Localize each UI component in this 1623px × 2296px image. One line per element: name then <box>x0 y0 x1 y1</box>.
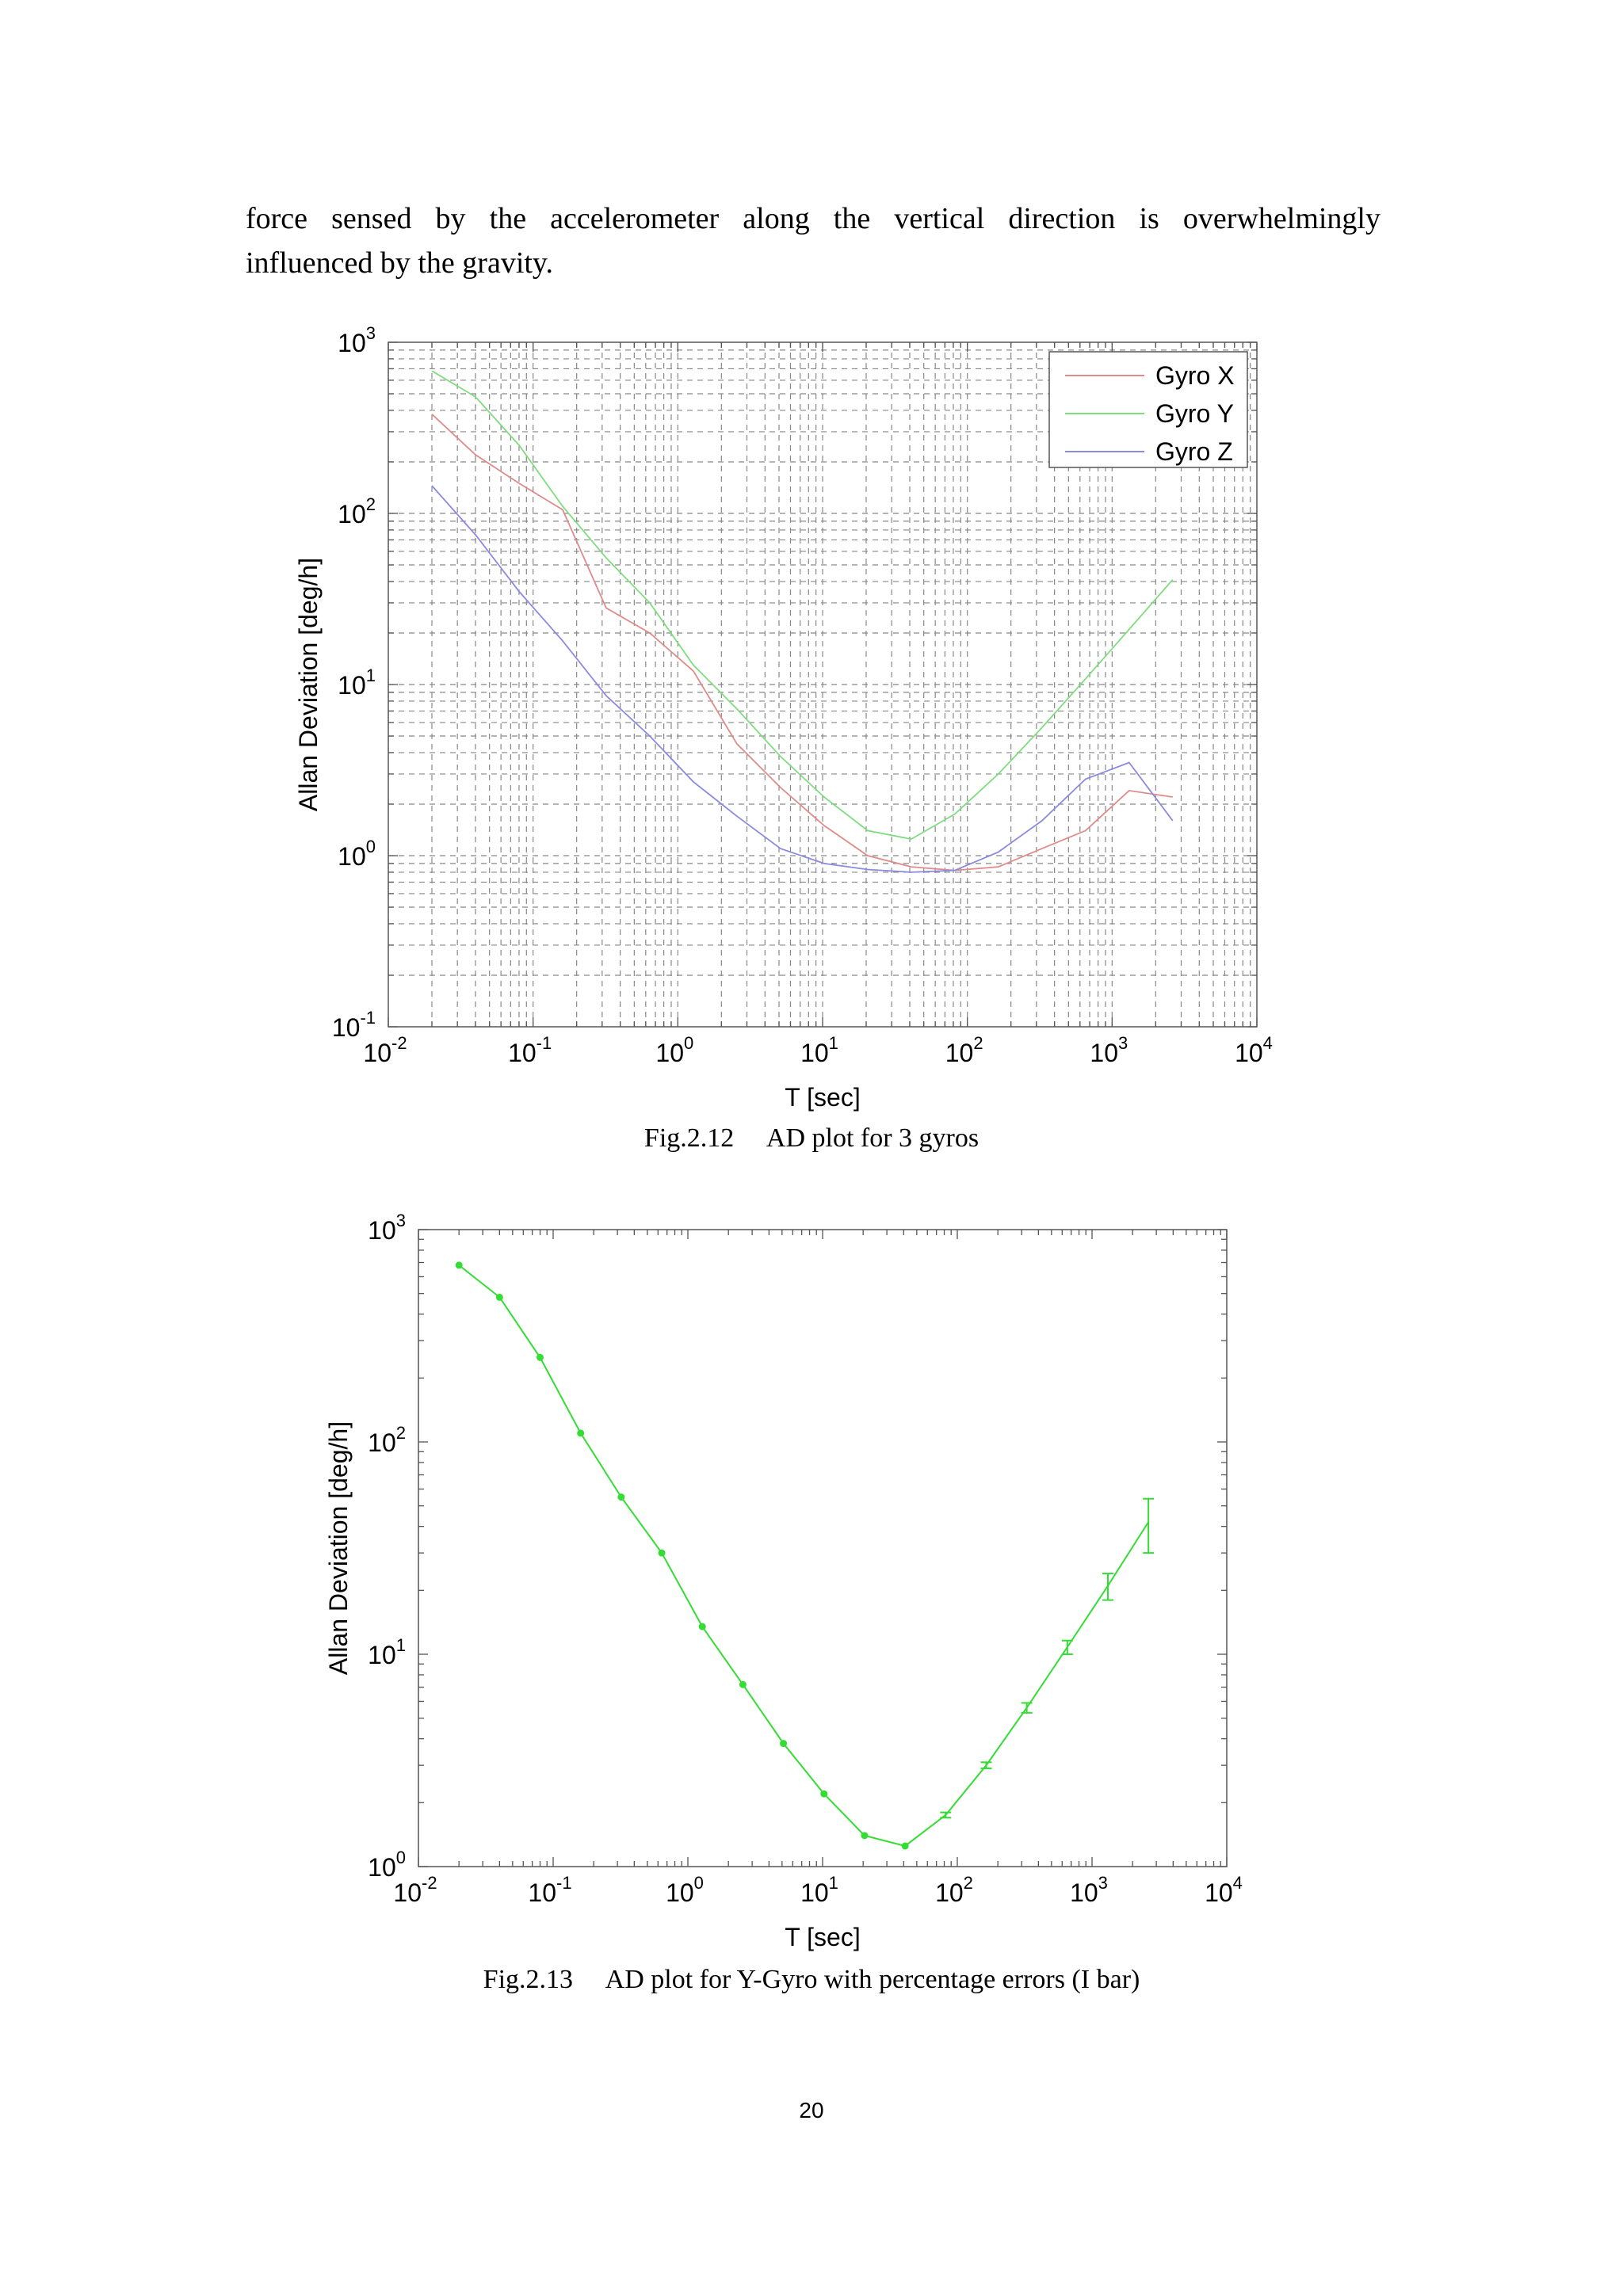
series-line <box>431 414 1173 871</box>
x-tick-exponent: 3 <box>1118 1033 1128 1053</box>
series-gyro-x <box>431 414 1173 871</box>
x-tick-label: 10-1 <box>508 1033 552 1067</box>
x-tick-label: 101 <box>800 1873 838 1907</box>
allan-deviation-chart-3-gyros: 10-2 10-1 100 101 102 103 10410-1100101102103T… <box>294 323 1273 1112</box>
x-tick-label: 100 <box>666 1873 704 1907</box>
y-tick-exponent: 2 <box>366 494 376 514</box>
y-axis-label: Allan Deviation [deg/h] <box>294 558 323 811</box>
axis-ticks <box>388 341 1258 1028</box>
x-axis-label: T [sec] <box>785 1923 860 1951</box>
y-tick-exponent: 1 <box>366 666 376 685</box>
legend-box <box>1048 351 1248 468</box>
x-tick-label: 103 <box>1090 1033 1128 1067</box>
legend: Gyro X Gyro Y Gyro Z <box>1048 351 1248 468</box>
grid-lines <box>388 342 1257 1027</box>
x-tick-exponent: -1 <box>537 1033 552 1053</box>
data-point <box>495 1293 503 1301</box>
x-axis-label: T [sec] <box>785 1083 860 1112</box>
series-line <box>431 370 1174 841</box>
y-tick-exponent: -1 <box>360 1008 376 1028</box>
x-tick-label: 10-1 <box>528 1873 571 1907</box>
data-point <box>739 1680 747 1688</box>
y-tick-exponent: 2 <box>396 1423 406 1443</box>
data-point <box>901 1842 909 1850</box>
body-paragraph: force sensed by the accelerometer along … <box>246 196 1381 285</box>
y-tick-label: 101 <box>338 666 376 700</box>
y-tick-label: 10-1 <box>332 1008 376 1042</box>
x-tick-exponent: 2 <box>964 1873 973 1893</box>
series-line <box>458 1264 1150 1848</box>
y-tick-exponent: 3 <box>366 323 376 343</box>
x-tick-label: 10-2 <box>363 1033 407 1067</box>
data-point <box>577 1429 585 1437</box>
data-point <box>658 1549 666 1557</box>
figure-caption: Fig.2.13 AD plot for Y-Gyro with percent… <box>483 1965 1140 1994</box>
x-tick-label: 104 <box>1205 1873 1243 1907</box>
error-bar <box>1143 1497 1155 1554</box>
y-tick-label: 103 <box>368 1211 406 1245</box>
error-bar <box>940 1811 952 1819</box>
y-axis-label: Allan Deviation [deg/h] <box>324 1421 353 1675</box>
x-tick-exponent: -2 <box>422 1873 437 1893</box>
y-tick-exponent: 3 <box>396 1211 406 1230</box>
error-bar <box>1021 1702 1033 1714</box>
legend-label: Gyro Z <box>1155 437 1233 466</box>
data-point <box>820 1790 828 1798</box>
y-tick-label: 103 <box>338 323 376 357</box>
axis-ticks <box>418 1229 1228 1867</box>
x-tick-exponent: 1 <box>829 1873 838 1893</box>
series-gyro-z <box>431 485 1174 873</box>
x-tick-exponent: 4 <box>1233 1873 1243 1893</box>
x-tick-exponent: -2 <box>391 1033 407 1053</box>
x-tick-exponent: 0 <box>694 1873 704 1893</box>
x-tick-exponent: 1 <box>829 1033 838 1053</box>
x-tick-label: 101 <box>800 1033 838 1067</box>
figure-caption: Fig.2.12 AD plot for 3 gyros <box>643 1123 980 1153</box>
error-bar <box>1102 1573 1113 1601</box>
error-bar <box>1061 1639 1073 1655</box>
y-tick-label: 100 <box>338 837 376 871</box>
data-point <box>698 1623 706 1630</box>
data-point <box>861 1832 869 1840</box>
x-tick-exponent: 4 <box>1263 1033 1273 1053</box>
series-line <box>431 485 1174 873</box>
y-tick-exponent: 1 <box>396 1635 406 1655</box>
x-tick-exponent: 2 <box>973 1033 983 1053</box>
x-tick-label: 103 <box>1070 1873 1108 1907</box>
data-point <box>455 1261 463 1269</box>
y-tick-label: 101 <box>368 1635 406 1669</box>
y-tick-label: 100 <box>368 1848 406 1882</box>
legend-label: Gyro X <box>1155 361 1235 390</box>
series-y-gyro <box>455 1261 1155 1850</box>
legend-label: Gyro Y <box>1155 399 1234 428</box>
x-tick-label: 10-2 <box>393 1873 437 1907</box>
y-tick-exponent: 0 <box>366 837 376 856</box>
x-tick-label: 104 <box>1235 1033 1273 1067</box>
y-tick-exponent: 0 <box>396 1848 406 1867</box>
series-gyro-y <box>431 370 1174 841</box>
data-point <box>617 1493 625 1501</box>
x-tick-exponent: 0 <box>684 1033 693 1053</box>
x-tick-exponent: -1 <box>556 1873 572 1893</box>
data-point <box>537 1353 544 1361</box>
y-tick-label: 102 <box>368 1423 406 1457</box>
x-tick-exponent: 3 <box>1098 1873 1108 1893</box>
data-point <box>780 1740 788 1748</box>
x-tick-label: 102 <box>935 1873 973 1907</box>
plot-frame <box>418 1229 1228 1867</box>
y-tick-label: 102 <box>338 494 376 528</box>
paragraph-line: force sensed by the accelerometer along … <box>246 202 1381 235</box>
x-tick-label: 102 <box>945 1033 983 1067</box>
page-number: 20 <box>799 2098 824 2122</box>
paragraph-line: influenced by the gravity. <box>246 246 553 280</box>
error-bar <box>980 1761 992 1770</box>
x-tick-label: 100 <box>655 1033 693 1067</box>
